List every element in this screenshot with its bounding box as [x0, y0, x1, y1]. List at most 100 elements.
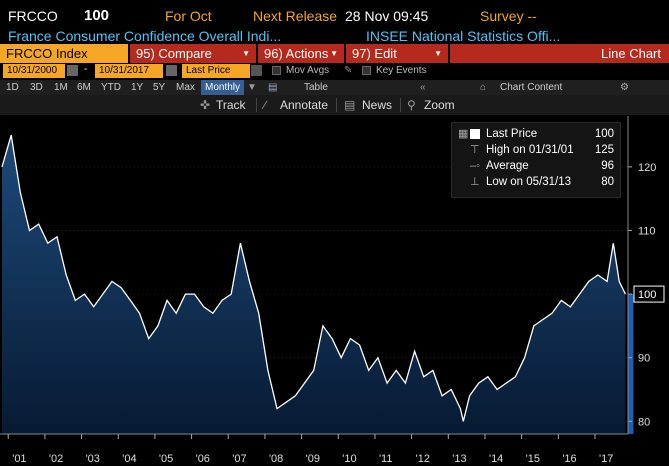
edit-label: 97) Edit: [352, 46, 397, 61]
x-tick-label: '13: [452, 453, 466, 465]
chevron-down-icon[interactable]: ▼: [247, 82, 257, 93]
low-marker-icon: ⊥: [470, 176, 480, 188]
divider: [336, 98, 337, 112]
chevron-down-icon: ▼: [330, 49, 338, 58]
period-ytd[interactable]: YTD: [101, 82, 121, 93]
compare-label: 95) Compare: [136, 46, 212, 61]
actions-label: 96) Actions: [264, 46, 329, 61]
zoom-button[interactable]: Zoom: [424, 98, 455, 112]
x-tick-label: '07: [232, 453, 246, 465]
x-tick-label: '16: [562, 453, 576, 465]
chart-type-button[interactable]: Line Chart: [450, 44, 669, 63]
legend-high: ⊤ High on 01/31/01 125: [458, 142, 618, 158]
next-release-value: 28 Nov 09:45: [345, 8, 429, 24]
calendar-icon[interactable]: [67, 65, 78, 76]
chevron-down-icon: ▼: [434, 49, 442, 58]
data-source[interactable]: INSEE National Statistics Offi...: [366, 28, 561, 44]
start-date-value: 10/31/2000: [7, 65, 58, 76]
chart-legend[interactable]: ▦ Last Price 100 ⊤ High on 01/31/01 125 …: [451, 122, 621, 198]
legend-last-price: ▦ Last Price 100: [458, 126, 618, 142]
legend-low-label: Low on 05/31/13: [486, 176, 572, 188]
start-date-input[interactable]: 10/31/2000: [3, 64, 65, 78]
zoom-icon: ⚲: [407, 98, 416, 112]
legend-high-value: 125: [594, 144, 614, 156]
x-tick-label: '03: [86, 453, 100, 465]
chart-content-icon: ⌂: [480, 82, 487, 93]
dropdown-arrow-icon[interactable]: [251, 65, 262, 76]
news-button[interactable]: News: [362, 98, 393, 112]
frequency-select[interactable]: Monthly: [201, 80, 245, 95]
line-chart[interactable]: 8090100110120100 '01'02'03'04'05'06'07'0…: [0, 116, 669, 466]
period-1y[interactable]: 1Y: [131, 82, 144, 93]
chart-tools-row: ✜ Track ∕ Annotate ▤ News ⚲ Zoom: [0, 95, 669, 115]
x-tick-label: '04: [122, 453, 136, 465]
security-description[interactable]: France Consumer Confidence Overall Indi.…: [8, 28, 282, 44]
legend-average-value: 96: [601, 160, 614, 172]
x-tick-label: '05: [159, 453, 173, 465]
y-tick-label: 80: [638, 416, 650, 428]
series-color-swatch: [470, 129, 480, 139]
date-separator: -: [84, 64, 88, 75]
price-field-value: Last Price: [186, 65, 231, 76]
pencil-icon[interactable]: ✎: [344, 65, 353, 76]
x-tick-label: '01: [12, 453, 26, 465]
x-tick-label: '11: [379, 453, 393, 465]
annotate-button[interactable]: Annotate: [280, 98, 329, 112]
period-5y[interactable]: 5Y: [153, 82, 166, 93]
y-axis: 8090100110120100: [627, 116, 665, 434]
legend-high-label: High on 01/31/01: [486, 144, 574, 156]
security-description-row: France Consumer Confidence Overall Indi.…: [0, 26, 669, 46]
chart-icon[interactable]: ▤: [268, 82, 278, 93]
chart-content-button[interactable]: Chart Content: [500, 82, 563, 93]
last-value-marker: [633, 285, 665, 303]
last-price-bar: [628, 294, 634, 434]
index-field[interactable]: FRCCO Index: [0, 44, 128, 63]
period-1m[interactable]: 1M: [54, 82, 68, 93]
ticker-symbol[interactable]: FRCCO: [8, 8, 58, 24]
ticker-header: FRCCO 100 For Oct Next Release 28 Nov 09…: [0, 0, 669, 32]
x-tick-label: '17: [599, 453, 613, 465]
track-button[interactable]: Track: [216, 98, 246, 112]
compare-button[interactable]: 95) Compare ▼: [130, 44, 256, 63]
period-3d[interactable]: 3D: [30, 82, 43, 93]
x-tick-label: '10: [342, 453, 356, 465]
last-price-value: 100: [84, 7, 110, 24]
chevron-down-icon: ▼: [242, 49, 250, 58]
period-6m[interactable]: 6M: [77, 82, 91, 93]
calendar-icon[interactable]: [166, 65, 177, 76]
x-tick-label: '14: [489, 453, 503, 465]
collapse-left-icon[interactable]: «: [420, 82, 426, 93]
average-marker-icon: –◦: [470, 160, 481, 172]
news-icon: ▤: [344, 98, 356, 112]
annotate-icon: ∕: [264, 98, 267, 112]
x-tick-label: '09: [306, 453, 320, 465]
command-bar: FRCCO Index 95) Compare ▼ 96) Actions ▼ 97…: [0, 44, 669, 63]
period-max[interactable]: Max: [176, 82, 195, 93]
gear-icon[interactable]: ⚙: [620, 82, 629, 93]
end-date-input[interactable]: 10/31/2017: [95, 64, 163, 78]
edit-button[interactable]: 97) Edit ▼: [346, 44, 448, 63]
price-series-line: [1, 134, 626, 422]
grid-icon: ▦: [458, 128, 469, 140]
legend-last-label: Last Price: [486, 128, 538, 140]
divider: [256, 98, 257, 112]
x-tick-label: '15: [526, 453, 540, 465]
x-axis: '01 '02 '03 '04 '05 '06 '07 '08 '09 '10 '11 '12 '13 '…: [0, 433, 628, 465]
price-field-select[interactable]: Last Price: [182, 64, 250, 78]
next-release-label: Next Release: [253, 8, 338, 24]
actions-button[interactable]: 96) Actions ▼: [258, 44, 344, 63]
x-tick-label: '08: [269, 453, 283, 465]
mov-avgs-checkbox[interactable]: [272, 66, 281, 75]
crosshair-icon: ✜: [200, 98, 211, 112]
table-button[interactable]: Table: [304, 82, 328, 93]
divider: [400, 98, 401, 112]
y-tick-label: 90: [638, 353, 650, 365]
area-fill: [2, 135, 626, 434]
key-events-checkbox[interactable]: [362, 66, 371, 75]
period-selector-row: 1D 3D 1M 6M YTD 1Y 5Y Max Monthly ▼ ▤ Ta…: [0, 80, 669, 95]
y-tick-label: 120: [638, 162, 656, 174]
x-tick-label: '02: [49, 453, 63, 465]
mov-avgs-label: Mov Avgs: [286, 65, 330, 76]
period-1d[interactable]: 1D: [6, 82, 19, 93]
period-label: For Oct: [165, 8, 212, 24]
